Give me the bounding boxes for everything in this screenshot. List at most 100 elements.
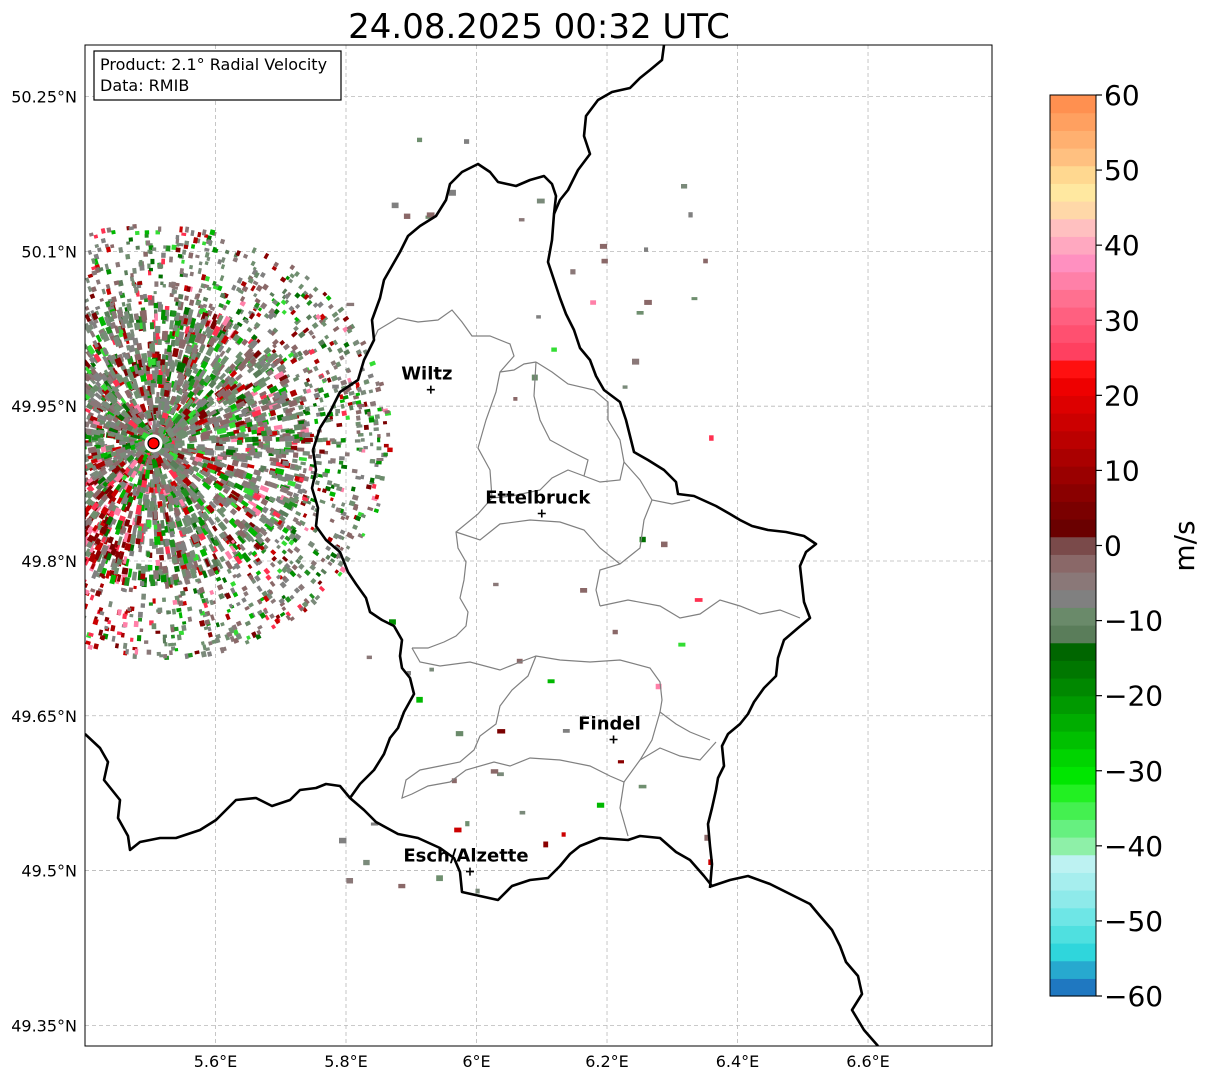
radar-echo-pixel <box>260 398 269 406</box>
radar-echo-pixel <box>207 516 216 526</box>
radar-echo-pixel <box>314 594 321 601</box>
canton-boundary-west <box>367 309 515 649</box>
radar-echo-pixel <box>229 545 237 553</box>
radar-echo-pixel <box>161 252 166 258</box>
radar-echo-pixel <box>85 431 86 439</box>
radar-echo-pixel <box>103 453 112 460</box>
radar-echo-pixel <box>228 421 237 429</box>
radar-echo-pixel <box>376 458 384 462</box>
radar-echo-pixel <box>256 629 262 635</box>
radar-echo-pixel <box>277 519 283 526</box>
radar-echo-pixel <box>323 450 329 455</box>
radar-echo-pixel <box>281 575 287 581</box>
radar-echo-pixel <box>136 635 142 642</box>
radar-echo-pixel <box>319 499 326 505</box>
colorbar-segment <box>1050 572 1096 591</box>
radar-echo-pixel <box>312 402 317 407</box>
radar-echo-pixel <box>217 406 224 413</box>
radar-echo-pixel <box>279 601 286 607</box>
radar-echo-pixel <box>215 576 222 582</box>
radar-echo-pixel <box>141 425 149 433</box>
radar-echo-pixel <box>160 359 166 366</box>
radar-echo-pixel <box>313 365 319 372</box>
radar-echo-pixel <box>216 559 224 570</box>
radar-echo-pixel <box>133 404 143 414</box>
radar-echo-pixel <box>661 541 668 548</box>
radar-echo-pixel <box>383 443 389 448</box>
radar-echo-pixel <box>632 358 640 365</box>
radar-echo-pixel <box>341 410 347 417</box>
radar-echo-pixel <box>158 226 162 232</box>
radar-echo-pixel <box>269 613 275 620</box>
radar-echo-pixel <box>261 361 272 370</box>
radar-echo-pixel <box>217 455 223 461</box>
radar-echo-pixel <box>326 377 332 383</box>
radar-echo-pixel <box>111 390 119 399</box>
radar-echo-pixel <box>639 536 646 543</box>
radar-echo-pixel <box>216 427 227 435</box>
radar-echo-pixel <box>123 532 129 543</box>
radar-echo-pixel <box>115 519 124 531</box>
radar-echo-pixel <box>286 490 294 497</box>
radar-echo-pixel <box>314 480 320 486</box>
radar-echo-pixel <box>86 484 95 493</box>
radar-echo-pixel <box>289 594 295 600</box>
radar-echo-pixel <box>232 591 239 598</box>
x-tick-label: 6.2°E <box>585 1052 629 1071</box>
radar-echo-pixel <box>96 424 103 430</box>
radar-echo-pixel <box>298 283 305 290</box>
radar-echo-pixel <box>111 488 119 498</box>
radar-echo-pixel <box>170 646 176 651</box>
colorbar-segment <box>1050 519 1096 538</box>
radar-echo-pixel <box>157 302 162 308</box>
colorbar-segment <box>1050 607 1096 626</box>
radar-echo-pixel <box>678 642 686 647</box>
radar-echo-pixel <box>331 311 339 318</box>
radar-echo-pixel <box>260 465 267 470</box>
radar-echo-pixel <box>212 497 221 507</box>
radar-echo-pixel <box>121 376 129 384</box>
radar-echo-pixel <box>248 449 256 456</box>
radar-echo-pixel <box>217 543 226 553</box>
radar-echo-pixel <box>172 324 178 332</box>
radar-echo-pixel <box>150 384 154 393</box>
radar-echo-pixel <box>289 429 295 434</box>
radar-echo-pixel <box>129 550 135 557</box>
radar-echo-pixel <box>192 367 200 375</box>
radar-echo-pixel <box>255 633 262 640</box>
radar-echo-pixel <box>321 488 327 494</box>
radar-echo-pixel <box>302 468 307 474</box>
radar-echo-pixel <box>248 574 255 581</box>
radar-echo-pixel <box>91 569 99 580</box>
radar-echo-pixel <box>125 344 131 351</box>
radar-echo-pixel <box>131 280 136 287</box>
radar-echo-pixel <box>236 337 244 345</box>
radar-echo-pixel <box>257 307 263 312</box>
radar-echo-pixel <box>169 584 173 588</box>
radar-echo-pixel <box>90 423 99 430</box>
radar-echo-pixel <box>297 488 304 495</box>
radar-echo-pixel <box>251 409 262 418</box>
radar-echo-pixel <box>137 281 143 286</box>
radar-echo-pixel <box>208 543 216 553</box>
radar-echo-pixel <box>255 536 264 545</box>
radar-echo-pixel <box>262 595 270 603</box>
radar-echo-pixel <box>208 500 217 509</box>
radar-echo-pixel <box>562 729 570 733</box>
radar-echo-pixel <box>374 414 380 420</box>
radar-echo-pixel <box>382 420 388 425</box>
radar-echo-pixel <box>180 541 188 552</box>
radar-echo-pixel <box>114 643 119 649</box>
radar-echo-pixel <box>99 405 108 413</box>
radar-echo-pixel <box>329 340 335 347</box>
radar-echo-pixel <box>90 501 97 508</box>
radar-echo-pixel <box>176 452 185 460</box>
colorbar-segment <box>1050 819 1096 838</box>
radar-echo-pixel <box>280 390 288 398</box>
colorbar-unit-label: m/s <box>1168 520 1201 571</box>
radar-echo-pixel <box>210 614 215 621</box>
radar-echo-pixel <box>272 510 281 519</box>
radar-echo-pixel <box>247 535 255 543</box>
radar-echo-pixel <box>170 485 178 494</box>
radar-echo-pixel <box>229 629 235 634</box>
